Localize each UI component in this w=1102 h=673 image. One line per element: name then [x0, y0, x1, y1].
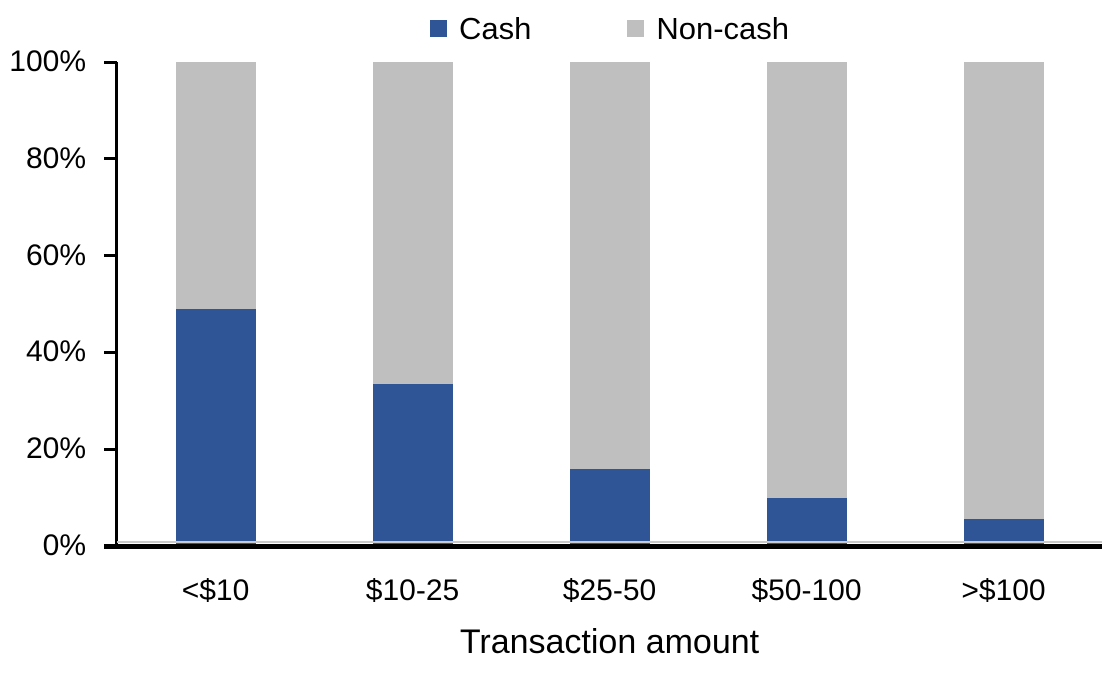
y-tick-label-60%: 60%	[25, 238, 86, 272]
x-axis-title: Transaction amount	[459, 623, 760, 661]
y-tick-label-20%: 20%	[25, 432, 86, 466]
y-tick-label-80%: 80%	[25, 141, 86, 175]
y-tick-label-100%: 100%	[9, 45, 86, 78]
bar-segment-noncash-$10-25	[372, 62, 453, 384]
bar-segment-cash-$25-50	[569, 468, 650, 546]
y-tick-label-40%: 40%	[25, 335, 86, 369]
y-tick-mark-80%	[104, 157, 117, 161]
y-tick-mark-100%	[104, 60, 117, 64]
cash-legend-swatch-icon	[429, 19, 447, 37]
legend-item-noncash: Non-cash	[627, 13, 789, 44]
bar-segment-noncash-<$10	[175, 62, 256, 309]
chart-legend: Cash Non-cash	[117, 8, 1102, 48]
y-tick-label-0%: 0%	[42, 529, 86, 562]
x-category-label-$25-50: $25-50	[562, 574, 657, 607]
bar-segment-cash-<$10	[175, 308, 256, 546]
bar-segment-cash-$50-100	[766, 497, 847, 546]
x-category-label->$100: >$100	[961, 574, 1046, 607]
plot-area	[117, 62, 1102, 546]
bar-segment-cash-$10-25	[372, 383, 453, 546]
x-category-label-$10-25: $10-25	[365, 574, 460, 607]
bar-segment-noncash-$50-100	[766, 62, 847, 498]
x-category-label-$50-100: $50-100	[751, 574, 862, 607]
y-tick-mark-20%	[104, 447, 117, 451]
cash-legend-label: Cash	[458, 10, 532, 46]
y-tick-mark-40%	[104, 350, 117, 354]
bar-segment-noncash->$100	[963, 62, 1044, 520]
y-tick-mark-60%	[104, 254, 117, 258]
legend-item-cash: Cash	[429, 10, 532, 46]
x-category-label-<$10: <$10	[181, 574, 250, 607]
noncash-legend-label: Non-cash	[656, 10, 790, 46]
y-axis-line	[115, 62, 118, 548]
noncash-legend-swatch-icon	[627, 19, 645, 37]
bar-segment-noncash-$25-50	[569, 62, 650, 469]
x-axis-line	[104, 544, 1102, 549]
zero-baseline-gridline	[117, 541, 1102, 543]
